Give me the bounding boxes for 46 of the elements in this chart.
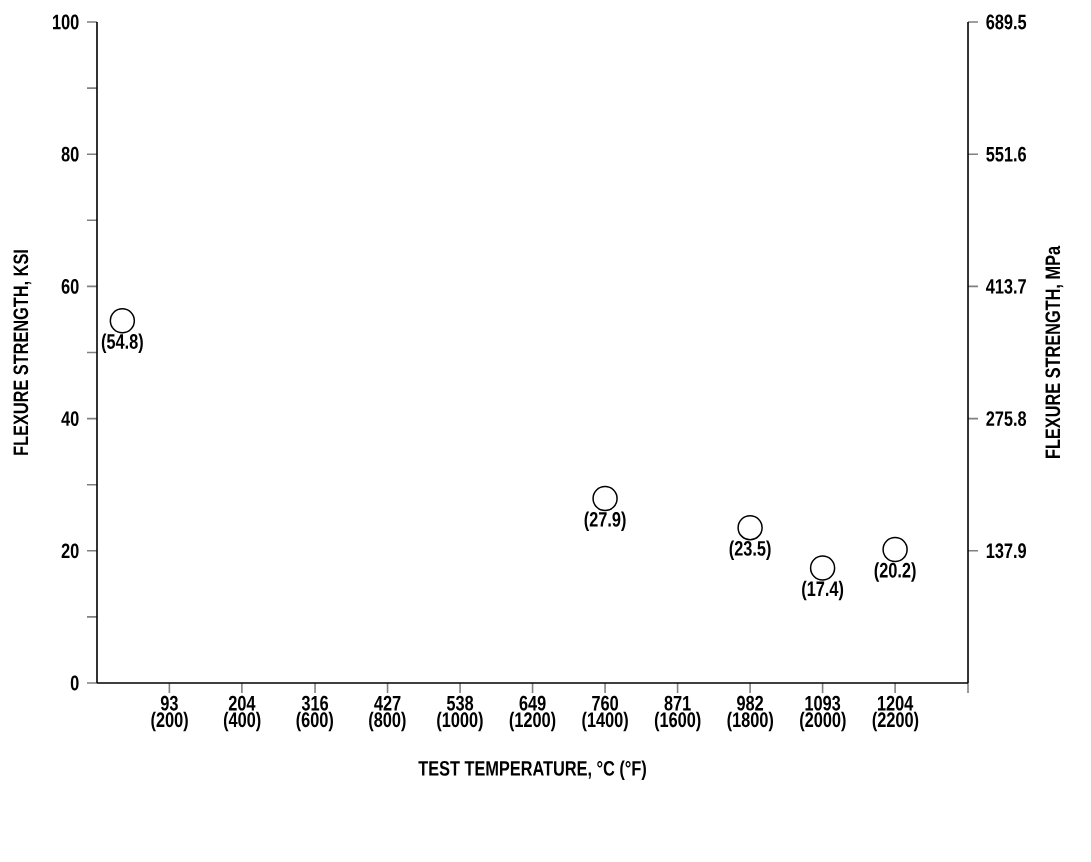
x-tick-label: 871: [664, 695, 691, 711]
x2-tick-label: (1400): [582, 711, 628, 732]
x2-tick-label: (600): [296, 711, 333, 732]
y2-axis-title: FLEXURE STRENGTH, MPa: [1045, 245, 1064, 458]
x2-tick-label: (1600): [654, 711, 701, 732]
x-tick-label: 760: [592, 695, 619, 711]
y2-tick-label: 551.6: [986, 146, 1027, 162]
x2-tick-label: (400): [223, 711, 261, 732]
y-tick-label: 20: [61, 543, 79, 559]
x-tick-label: 427: [374, 695, 401, 711]
x2-tick-label: (1800): [727, 711, 774, 732]
x2-tick-label: (1000): [437, 711, 483, 732]
data-label: (17.4): [802, 580, 844, 601]
x2-tick-label: (800): [369, 711, 406, 732]
x-tick-label: 204: [228, 695, 256, 711]
x-tick-label: 982: [737, 695, 764, 711]
y-tick-label: 80: [61, 146, 79, 162]
point: [109, 308, 136, 334]
point: [737, 514, 763, 541]
y-tick-label: 40: [61, 411, 79, 426]
data-label: (27.9): [584, 511, 626, 531]
x-tick-label: 649: [519, 695, 546, 711]
x-tick-label: 538: [446, 695, 474, 711]
y2-tick-label: 275.8: [986, 411, 1027, 426]
data-label: (23.5): [729, 540, 771, 560]
x-tick-label: 1093: [805, 695, 841, 711]
x-tick-label: 316: [301, 695, 329, 711]
y-tick-label: 0: [70, 675, 79, 691]
x2-tick-label: (2000): [800, 711, 846, 732]
x-tick-label: 93: [160, 695, 178, 711]
y-axis-title: FLEXURE STRENGTH, KSI: [13, 250, 32, 455]
y2-tick-label: 137.9: [986, 543, 1027, 559]
y2-tick-label: 413.7: [986, 278, 1026, 294]
point: [592, 485, 618, 512]
point: [809, 555, 836, 581]
x2-tick-label: (200): [151, 711, 188, 732]
data-label: (20.2): [874, 562, 916, 582]
x2-tick-label: (2200): [872, 711, 919, 732]
data-label: (54.8): [101, 333, 143, 354]
x-tick-label: 1204: [877, 695, 914, 711]
x2-tick-label: (1200): [509, 711, 556, 732]
y2-tick-label: 689.5: [986, 14, 1027, 30]
x-axis-title: TEST TEMPERATURE, °C (°F): [418, 760, 646, 780]
point: [882, 536, 908, 563]
y-tick-label: 100: [53, 14, 79, 30]
y-tick-label: 60: [61, 278, 79, 294]
